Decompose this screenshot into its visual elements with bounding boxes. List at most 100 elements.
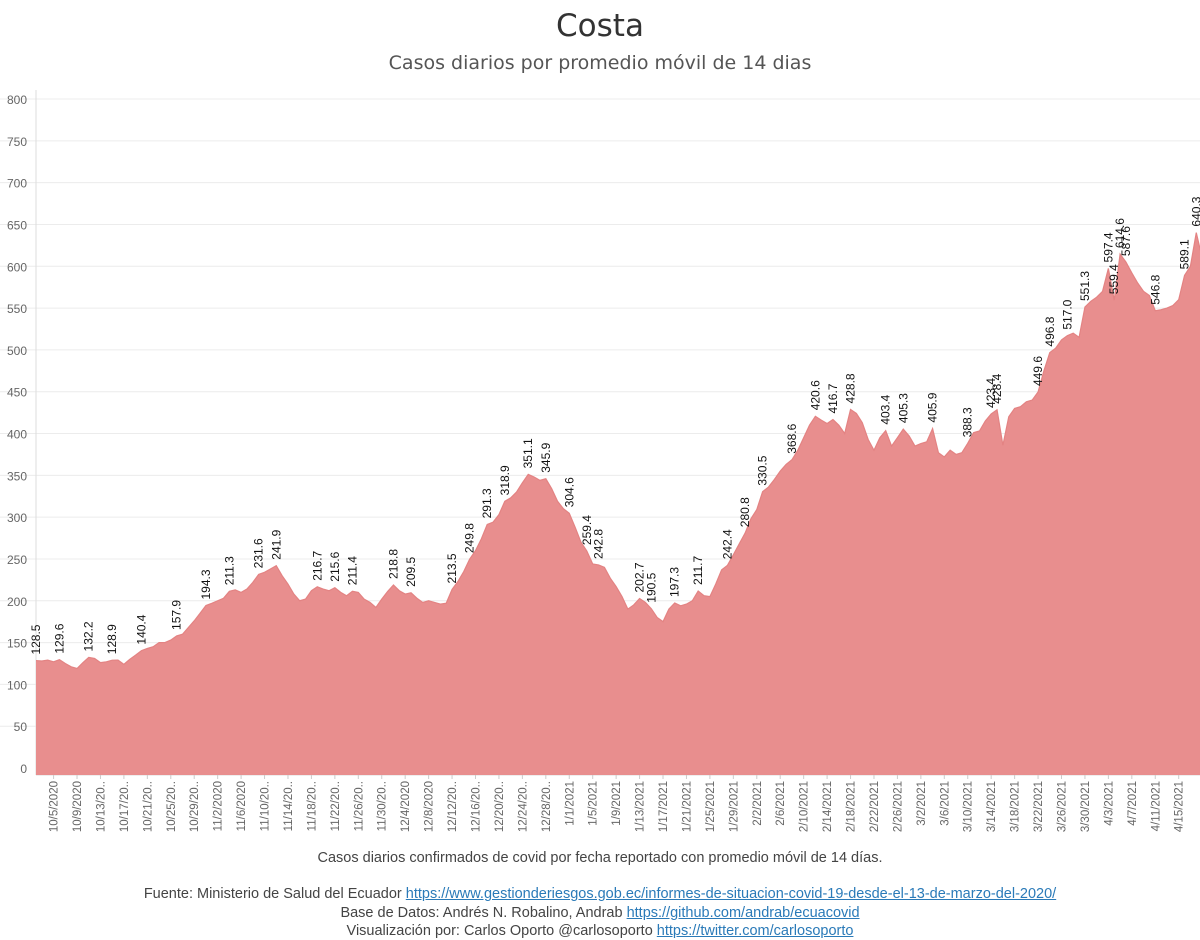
data-label: 546.8 <box>1148 274 1162 304</box>
data-label: 216.7 <box>310 550 324 580</box>
y-tick-label: 800 <box>7 93 27 107</box>
x-tick-label: 2/14/2021 <box>822 781 834 832</box>
y-tick-label: 100 <box>7 678 27 692</box>
x-tick-label: 12/24/20.. <box>517 781 529 832</box>
data-labels: 128.5 129.6 132.2 128.9 140.4 157.9 194.3 211.3… <box>29 196 1200 654</box>
data-label: 211.7 <box>691 556 705 585</box>
data-label: 587.6 <box>1119 226 1133 256</box>
data-label: 197.3 <box>668 567 682 597</box>
source-label: Fuente: Ministerio de Salud del Ecuador <box>143 886 402 902</box>
data-label: 128.9 <box>105 624 119 654</box>
data-label: 211.3 <box>222 556 236 585</box>
data-label: 551.3 <box>1078 271 1092 301</box>
source-line: Fuente: Ministerio de Salud del Ecuador … <box>0 886 1200 902</box>
data-label: 231.6 <box>252 538 266 568</box>
x-tick-label: 10/13/20.. <box>95 781 107 832</box>
y-tick-label: 750 <box>7 135 27 149</box>
data-label: 589.1 <box>1178 239 1192 269</box>
data-label: 132.2 <box>82 621 96 651</box>
data-label: 423.4 <box>984 378 998 408</box>
data-label: 291.3 <box>480 488 494 518</box>
data-label: 242.4 <box>720 529 734 559</box>
data-label: 249.8 <box>463 523 477 553</box>
data-label: 211.4 <box>345 556 359 585</box>
data-label: 190.5 <box>644 572 658 602</box>
x-tick-label: 10/9/2020 <box>72 781 84 832</box>
x-tick-label: 3/30/2021 <box>1080 781 1092 832</box>
data-label: 318.9 <box>498 465 512 495</box>
database-label: Base de Datos: Andrés N. Robalino, Andra… <box>340 905 623 921</box>
x-tick-label: 11/6/2020 <box>236 781 248 831</box>
x-tick-label: 11/22/20.. <box>330 781 342 831</box>
source-link[interactable]: https://www.gestionderiesgos.gob.ec/info… <box>405 886 1057 902</box>
database-line: Base de Datos: Andrés N. Robalino, Andra… <box>0 905 1200 921</box>
x-tick-label: 3/6/2021 <box>939 781 951 826</box>
y-tick-label: 150 <box>7 637 27 651</box>
x-tick-label: 4/15/2021 <box>1174 781 1186 832</box>
x-tick-label: 11/10/20.. <box>260 781 272 831</box>
x-tick-label: 12/20/20.. <box>494 781 506 832</box>
x-tick-label: 12/8/2020 <box>424 781 436 832</box>
x-tick-label: 2/26/2021 <box>892 781 904 832</box>
x-tick-label: 4/3/2021 <box>1103 781 1115 826</box>
y-tick-label: 550 <box>7 302 27 316</box>
x-tick-label: 2/2/2021 <box>752 781 764 826</box>
data-label: 157.9 <box>170 600 184 630</box>
x-tick-label: 1/1/2021 <box>564 781 576 826</box>
x-tick-label: 1/17/2021 <box>658 781 670 832</box>
x-tick-label: 3/2/2021 <box>916 781 928 826</box>
x-tick-label: 1/25/2021 <box>705 781 717 832</box>
data-label: 209.5 <box>404 556 418 586</box>
data-label: 416.7 <box>826 383 840 413</box>
x-tick-label: 1/29/2021 <box>728 781 740 832</box>
data-label: 517.0 <box>1060 299 1074 329</box>
data-label: 259.4 <box>580 515 594 545</box>
x-tick-label: 2/22/2021 <box>869 781 881 832</box>
x-tick-label: 4/7/2021 <box>1127 781 1139 826</box>
x-tick-label: 12/16/20.. <box>471 781 483 832</box>
x-axis: 10/5/2020 10/9/2020 10/13/20.. 10/17/20.. 10… <box>49 775 1186 832</box>
data-label: 129.6 <box>52 623 66 653</box>
data-label: 368.6 <box>785 423 799 453</box>
data-label: 428.8 <box>844 373 858 403</box>
data-label: 351.1 <box>521 438 535 468</box>
x-tick-label: 2/18/2021 <box>846 781 858 832</box>
y-tick-label: 600 <box>7 260 27 274</box>
x-tick-label: 11/26/20.. <box>353 781 365 831</box>
data-label: 330.5 <box>756 455 770 485</box>
viz-link[interactable]: https://twitter.com/carlosoporto <box>656 923 854 939</box>
y-tick-label: 450 <box>7 386 27 400</box>
x-tick-label: 10/17/20.. <box>119 781 131 832</box>
database-link[interactable]: https://github.com/andrab/ecuacovid <box>626 905 860 921</box>
data-label: 388.3 <box>961 407 975 437</box>
data-label: 597.4 <box>1101 232 1115 262</box>
data-label: 202.7 <box>633 562 647 592</box>
data-label: 559.4 <box>1107 264 1121 294</box>
data-label: 403.4 <box>879 394 893 424</box>
x-tick-label: 4/11/2021 <box>1150 781 1162 831</box>
x-axis-caption: Casos diarios confirmados de covid por f… <box>317 850 883 866</box>
y-tick-label: 500 <box>7 344 27 358</box>
data-label: 215.6 <box>328 551 342 581</box>
chart-subtitle: Casos diarios por promedio móvil de 14 d… <box>388 52 812 74</box>
x-tick-label: 3/10/2021 <box>963 781 975 832</box>
y-tick-label: 400 <box>7 428 27 442</box>
x-tick-label: 12/28/20.. <box>541 781 553 832</box>
y-tick-label: 50 <box>14 720 28 734</box>
data-label: 241.9 <box>269 529 283 559</box>
y-tick-label: 300 <box>7 511 27 525</box>
data-label: 345.9 <box>539 442 553 472</box>
data-label: 428.4 <box>990 373 1004 403</box>
data-label: 128.5 <box>29 624 43 654</box>
data-label: 449.6 <box>1031 356 1045 386</box>
y-tick-label: 200 <box>7 595 27 609</box>
x-tick-label: 10/5/2020 <box>49 781 61 832</box>
x-tick-label: 2/6/2021 <box>775 781 787 826</box>
y-axis: 0 50 100 150 200 250 300 350 400 450 500 550 600 650 7… <box>7 93 27 776</box>
x-tick-label: 10/29/20.. <box>189 781 201 832</box>
x-tick-label: 3/26/2021 <box>1057 781 1069 832</box>
data-label: 614.6 <box>1113 218 1127 248</box>
data-label: 405.9 <box>926 392 940 422</box>
viz-line: Visualización por: Carlos Oporto @carlos… <box>0 923 1200 939</box>
x-tick-label: 10/25/20.. <box>166 781 178 832</box>
